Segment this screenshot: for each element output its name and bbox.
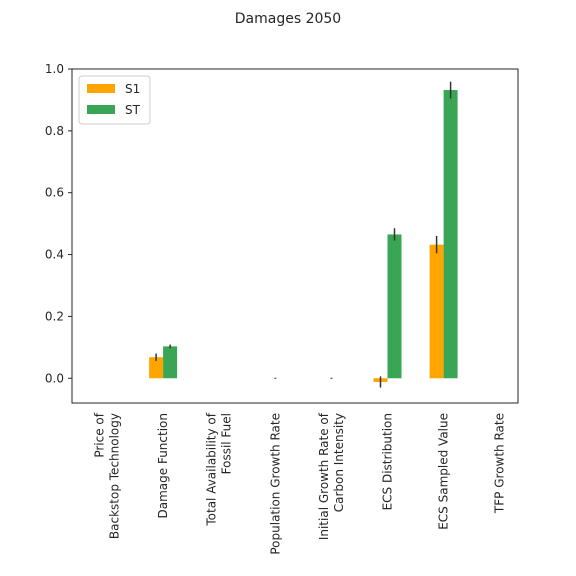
legend-swatch-st: [87, 105, 115, 114]
y-tick-label: 0.2: [45, 309, 64, 323]
plot-area: [93, 81, 514, 388]
y-axis: 0.0 0.2 0.4 0.6 0.8 1.0: [45, 62, 72, 385]
x-tick-label: Initial Growth Rate ofCarbon Intensity: [317, 412, 346, 540]
plot-frame: [71, 68, 519, 404]
legend-label-st: ST: [125, 103, 141, 117]
chart-title: Damages 2050: [235, 11, 341, 27]
y-tick-label: 1.0: [45, 62, 64, 76]
x-axis: Price ofBackstop Technology Damage Functi…: [93, 412, 507, 554]
x-tick-label: ECS Sampled Value: [437, 413, 451, 530]
legend-swatch-s1: [87, 84, 115, 93]
y-tick-label: 0.6: [45, 186, 64, 200]
x-tick-label: Total Availability ofFossil Fuel: [205, 412, 234, 526]
legend-label-s1: S1: [125, 82, 140, 96]
legend: S1 ST: [78, 75, 151, 125]
x-tick-label: Price ofBackstop Technology: [93, 412, 122, 539]
x-tick-label: Population Growth Rate: [268, 413, 282, 555]
x-tick-label: ECS Distribution: [381, 413, 395, 510]
bar-s1: [429, 244, 444, 379]
bar-st: [163, 346, 178, 379]
x-tick-label: Damage Function: [156, 413, 170, 519]
bar-s1: [149, 357, 164, 379]
bar-st: [443, 90, 458, 379]
y-tick-label: 0.0: [45, 371, 64, 385]
y-tick-label: 0.4: [45, 248, 64, 262]
x-tick-label: TFP Growth Rate: [493, 413, 507, 514]
bar-st: [387, 234, 402, 379]
y-tick-label: 0.8: [45, 124, 64, 138]
